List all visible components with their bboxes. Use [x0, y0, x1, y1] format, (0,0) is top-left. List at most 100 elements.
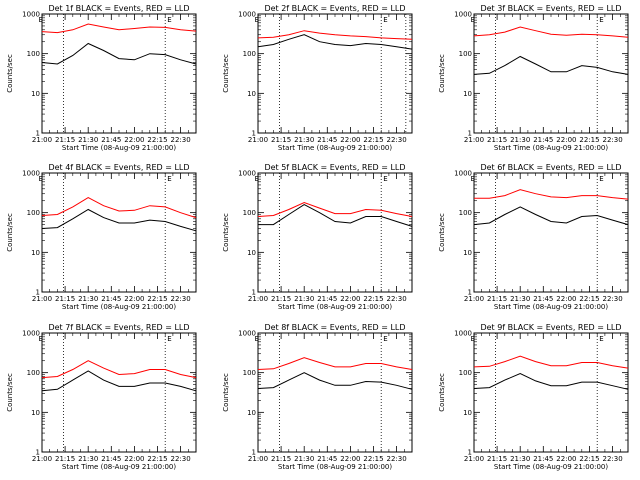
events-series-line — [41, 370, 197, 392]
x-tick-label: 22:15 — [363, 455, 383, 463]
panel-9: Det 9f BLACK = Events, RED = LLD 1 10 100 10… — [438, 323, 629, 471]
x-tick-label: 21:45 — [317, 136, 337, 144]
y-tick-label: 10 — [247, 249, 256, 257]
panel-marker-label: E — [599, 175, 603, 183]
plot-frame — [257, 172, 413, 293]
lld-series-line — [257, 30, 413, 40]
x-axis-label: Start Time (08-Aug-09 21:00:00) — [278, 144, 392, 152]
x-axis-label: Start Time (08-Aug-09 21:00:00) — [494, 463, 608, 471]
x-tick-label: 21:30 — [294, 295, 314, 303]
y-tick-label: 10 — [31, 90, 40, 98]
panel-2: Det 2f BLACK = Events, RED = LLD 1 10 100 10… — [222, 4, 413, 152]
x-tick-label: 22:00 — [124, 136, 144, 144]
events-series-line — [257, 34, 413, 50]
plot-frame — [257, 332, 413, 453]
x-tick-label: 22:15 — [147, 455, 167, 463]
y-tick-label: 100 — [459, 369, 472, 377]
y-tick-label: 1000 — [454, 170, 472, 178]
x-tick-label: 22:30 — [387, 136, 407, 144]
panel-marker-label: E — [383, 335, 387, 343]
y-tick-label: 1000 — [22, 170, 40, 178]
lld-series-line — [41, 360, 197, 379]
events-series-line — [257, 372, 413, 390]
y-axis-label: Counts/sec — [6, 373, 14, 412]
panel-title: Det 4f BLACK = Events, RED = LLD — [48, 163, 189, 172]
events-series-line — [258, 204, 413, 227]
y-tick-label: 1000 — [238, 170, 256, 178]
x-axis-label: Start Time (08-Aug-09 21:00:00) — [278, 463, 392, 471]
x-tick-label: 21:15 — [55, 136, 75, 144]
x-tick-label: 21:00 — [248, 295, 268, 303]
x-tick-label: 22:30 — [603, 455, 623, 463]
x-tick-label: 21:00 — [464, 455, 484, 463]
x-tick-label: 21:15 — [487, 136, 507, 144]
x-tick-label: 21:15 — [487, 455, 507, 463]
x-tick-label: 21:30 — [78, 295, 98, 303]
panel-marker-label: E — [167, 335, 171, 343]
x-tick-label: 22:00 — [340, 295, 360, 303]
y-tick-label: 100 — [243, 369, 256, 377]
x-tick-label: 21:15 — [271, 136, 291, 144]
x-tick-label: 22:00 — [556, 136, 576, 144]
y-tick-label: 10 — [247, 409, 256, 417]
lld-series-line — [474, 189, 629, 200]
plot-frame — [473, 172, 629, 293]
y-tick-label: 1000 — [238, 330, 256, 338]
events-series-line — [41, 42, 197, 65]
x-tick-label: 22:30 — [603, 136, 623, 144]
panel-marker-label: E — [255, 175, 259, 183]
x-tick-label: 22:00 — [556, 455, 576, 463]
x-tick-label: 21:30 — [510, 136, 530, 144]
x-axis-label: Start Time (08-Aug-09 21:00:00) — [62, 144, 176, 152]
x-axis-label: Start Time (08-Aug-09 21:00:00) — [278, 303, 392, 311]
panel-marker-label: E — [39, 16, 43, 24]
y-tick-label: 1 — [252, 130, 256, 138]
events-series-line — [473, 206, 629, 226]
y-tick-label: 1 — [252, 289, 256, 297]
x-tick-label: 21:15 — [55, 455, 75, 463]
panel-marker-label: E — [471, 335, 475, 343]
panel-marker-label: E — [255, 16, 259, 24]
x-tick-label: 21:15 — [487, 295, 507, 303]
panel-title: Det 3f BLACK = Events, RED = LLD — [480, 4, 621, 13]
x-tick-label: 21:00 — [248, 455, 268, 463]
x-tick-label: 21:30 — [510, 295, 530, 303]
y-tick-label: 1 — [468, 289, 472, 297]
x-tick-label: 21:00 — [464, 136, 484, 144]
x-tick-label: 22:30 — [387, 455, 407, 463]
panel-3: Det 3f BLACK = Events, RED = LLD 1 10 100 10… — [438, 4, 629, 152]
y-tick-label: 1 — [36, 130, 40, 138]
panel-marker-label: E — [255, 335, 259, 343]
panel-6: Det 6f BLACK = Events, RED = LLD 1 10 100 10… — [438, 163, 629, 311]
x-tick-label: 22:15 — [147, 295, 167, 303]
panel-title: Det 1f BLACK = Events, RED = LLD — [48, 4, 189, 13]
x-tick-label: 21:00 — [32, 455, 52, 463]
x-tick-label: 22:00 — [340, 455, 360, 463]
y-tick-label: 100 — [27, 209, 40, 217]
x-axis-label: Start Time (08-Aug-09 21:00:00) — [62, 303, 176, 311]
x-tick-label: 22:15 — [579, 136, 599, 144]
events-series-line — [473, 55, 629, 75]
plot-frame — [41, 13, 197, 134]
x-tick-label: 21:15 — [55, 295, 75, 303]
panel-title: Det 2f BLACK = Events, RED = LLD — [264, 4, 405, 13]
panel-marker-label: E — [383, 175, 387, 183]
y-tick-label: 10 — [463, 409, 472, 417]
x-tick-label: 21:45 — [533, 455, 553, 463]
x-tick-label: 22:30 — [171, 455, 191, 463]
x-tick-label: 21:45 — [317, 455, 337, 463]
panel-marker-label: E — [39, 175, 43, 183]
x-tick-label: 21:30 — [510, 455, 530, 463]
y-axis-label: Counts/sec — [222, 213, 230, 252]
y-tick-label: 10 — [463, 90, 472, 98]
x-tick-label: 22:30 — [603, 295, 623, 303]
x-tick-label: 21:30 — [294, 136, 314, 144]
lld-series-line — [473, 26, 629, 38]
x-axis-label: Start Time (08-Aug-09 21:00:00) — [494, 144, 608, 152]
y-tick-label: 1 — [36, 289, 40, 297]
y-tick-label: 10 — [247, 90, 256, 98]
y-tick-label: 1 — [252, 449, 256, 457]
lld-series-line — [257, 357, 413, 370]
y-tick-label: 100 — [459, 50, 472, 58]
